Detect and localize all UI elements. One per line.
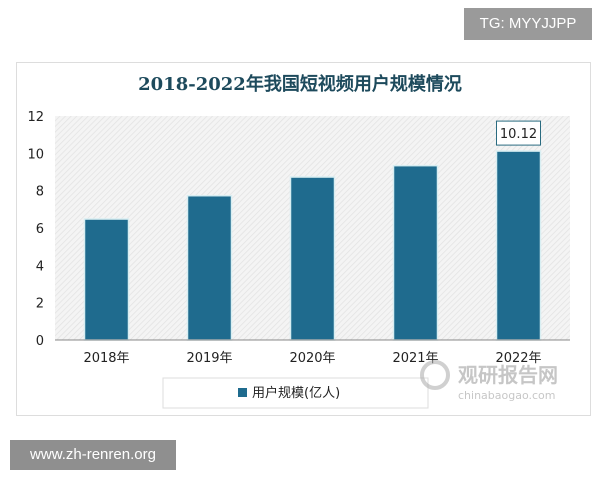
y-tick-label: 8: [36, 185, 44, 200]
bar-2020年: [289, 176, 336, 341]
y-tick-label: 0: [36, 334, 44, 349]
y-tick-label: 2: [36, 297, 44, 312]
data-label-box: [496, 120, 541, 146]
y-tick-label: 12: [27, 110, 44, 125]
watermark-cn: 观研报告网: [458, 363, 558, 387]
tg-tag: TG: MYYJJPP: [464, 8, 592, 40]
watermark-logo: 观研报告网 chinabaogao.com: [420, 360, 558, 402]
watermark-en: chinabaogao.com: [458, 389, 556, 402]
bar-2019年: [186, 194, 233, 341]
x-tick-label: 2019年: [186, 351, 232, 366]
bar-2018年: [83, 218, 130, 341]
x-tick-label: 2021年: [392, 351, 438, 366]
x-tick-label: 2022年: [495, 351, 541, 366]
data-label: 10.12: [500, 127, 537, 142]
y-tick-label: 6: [36, 222, 44, 237]
x-tick-label: 2018年: [83, 351, 129, 366]
legend-label: 用户规模(亿人): [252, 385, 340, 401]
bar-2021年: [392, 164, 439, 341]
legend-swatch: [238, 388, 247, 397]
y-tick-label: 10: [27, 147, 44, 162]
chart-title: 2018-2022年我国短视频用户规模情况: [138, 73, 462, 95]
y-tick-label: 4: [36, 259, 44, 274]
bar-2022年: [495, 150, 542, 341]
site-tag: www.zh-renren.org: [10, 440, 176, 470]
x-tick-label: 2020年: [289, 351, 335, 366]
legend: [162, 377, 429, 409]
